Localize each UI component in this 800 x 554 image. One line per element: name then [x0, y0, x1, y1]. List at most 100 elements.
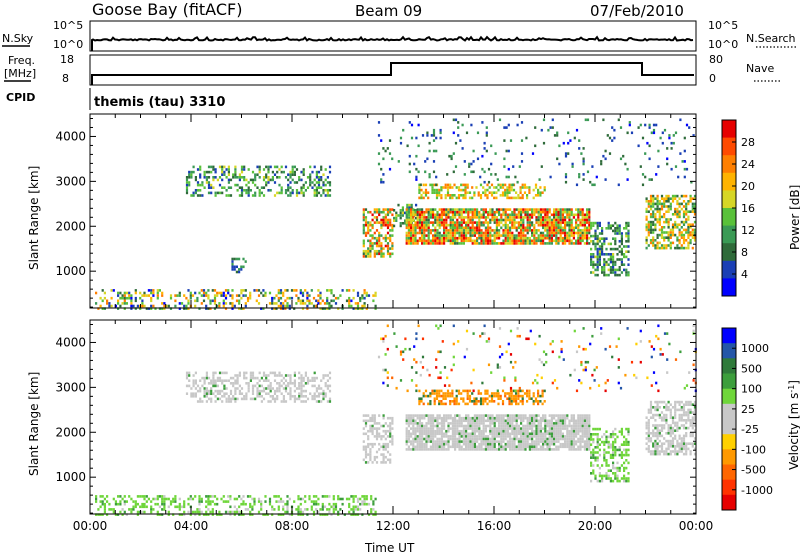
data-cell [649, 213, 653, 216]
data-cell [564, 442, 567, 446]
data-cell [443, 414, 446, 417]
data-cell [654, 197, 657, 200]
data-cell [482, 223, 485, 227]
data-cell [506, 186, 509, 189]
data-cell [484, 231, 487, 235]
data-cell [284, 176, 288, 179]
data-cell [299, 302, 302, 305]
data-cell [224, 302, 228, 305]
data-cell [517, 424, 520, 428]
data-cell [277, 289, 280, 292]
data-cell [588, 223, 591, 227]
data-cell [476, 223, 479, 227]
data-cell [389, 252, 392, 256]
data-cell [245, 395, 248, 398]
data-cell [462, 397, 465, 400]
data-cell [506, 442, 509, 446]
data-cell [440, 424, 443, 428]
data-cell [306, 397, 310, 401]
data-cell [579, 213, 582, 217]
data-cell [449, 196, 452, 200]
data-cell [334, 302, 338, 305]
data-cell [273, 392, 277, 395]
data-cell [601, 229, 604, 233]
data-cell [596, 237, 599, 240]
data-cell [405, 419, 408, 423]
data-cell [537, 442, 540, 446]
data-cell [458, 210, 461, 214]
data-cell [457, 126, 460, 129]
data-cell [531, 416, 534, 420]
data-cell [609, 242, 612, 246]
data-cell [229, 392, 233, 395]
data-cell [319, 513, 322, 516]
data-cell [480, 231, 483, 235]
data-cell [596, 258, 599, 261]
data-cell [444, 183, 447, 187]
data-cell [611, 126, 614, 129]
data-cell [262, 186, 266, 189]
data-cell [432, 149, 436, 153]
data-cell [485, 149, 488, 153]
data-cell [323, 495, 327, 498]
data-cell [287, 183, 290, 187]
data-cell [150, 500, 153, 503]
data-cell [262, 379, 266, 382]
data-cell [224, 500, 228, 503]
data-cell [444, 392, 447, 395]
data-cell [491, 218, 494, 222]
data-cell [544, 242, 547, 245]
data-cell [221, 178, 224, 182]
data-cell [375, 236, 379, 240]
data-cell [414, 213, 417, 217]
data-cell [604, 178, 607, 181]
data-cell [566, 208, 569, 211]
data-cell [513, 239, 516, 243]
data-cell [438, 392, 441, 395]
data-cell [447, 234, 450, 237]
data-cell [408, 162, 411, 166]
data-cell [367, 414, 370, 417]
data-cell [459, 139, 462, 142]
data-cell [416, 208, 419, 211]
data-cell [167, 505, 170, 509]
data-cell [194, 495, 197, 498]
data-cell [586, 437, 589, 441]
data-cell [221, 371, 224, 375]
beam-title: Beam 09 [355, 2, 422, 20]
data-cell [361, 307, 364, 310]
data-cell [520, 242, 523, 245]
data-cell [603, 260, 606, 264]
data-cell [682, 246, 686, 250]
data-cell [548, 236, 551, 240]
data-cell [424, 183, 428, 187]
data-cell [602, 154, 605, 158]
data-cell [681, 160, 684, 163]
data-cell [676, 202, 679, 206]
data-cell [531, 242, 534, 245]
data-cell [616, 227, 619, 230]
data-cell [238, 173, 241, 176]
data-cell [150, 508, 153, 511]
data-cell [517, 437, 520, 441]
data-cell [623, 255, 626, 259]
data-cell [652, 123, 656, 127]
data-cell [476, 445, 479, 449]
data-cell [451, 239, 454, 243]
data-cell [456, 226, 459, 230]
data-cell [101, 513, 104, 516]
data-cell [460, 229, 463, 232]
data-cell [315, 194, 318, 197]
data-cell [658, 200, 661, 203]
data-cell [462, 437, 465, 441]
data-cell [405, 429, 408, 433]
data-cell [295, 289, 298, 292]
data-cell [286, 304, 289, 308]
data-cell [528, 445, 531, 449]
data-cell [445, 210, 448, 214]
data-cell [484, 239, 487, 243]
data-cell [234, 168, 237, 171]
data-cell [367, 252, 370, 256]
data-cell [449, 216, 452, 219]
data-cell [401, 214, 404, 217]
